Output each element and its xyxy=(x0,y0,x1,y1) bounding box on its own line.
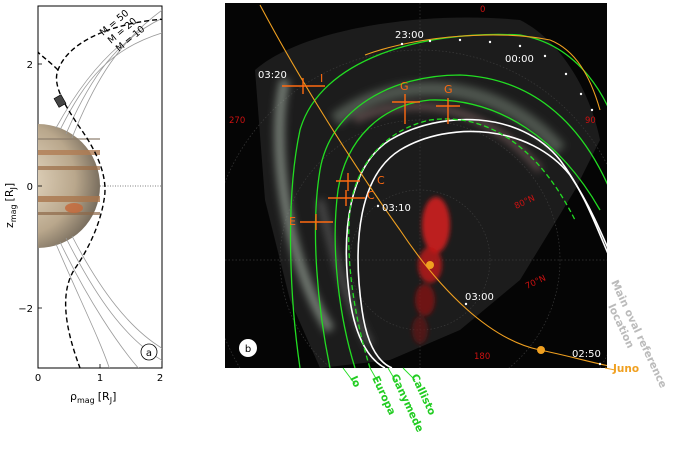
legend-io: Io xyxy=(347,374,363,389)
time-0300: 03:00 xyxy=(465,292,494,303)
europa-line xyxy=(314,74,607,368)
y-tick-0: 0 xyxy=(27,182,33,193)
y-tick-2: 2 xyxy=(27,60,33,71)
time-0310: 03:10 xyxy=(382,203,411,214)
time-0000: 00:00 xyxy=(505,54,534,65)
field-lines xyxy=(55,9,162,368)
x-tick-0: 0 xyxy=(35,373,41,384)
marker-label-g1: G xyxy=(400,80,409,93)
panel-a: M = 50 M = 20 M = 10 2 0 −2 0 1 2 zmag[R… xyxy=(3,5,163,405)
time-0320: 03:20 xyxy=(258,70,287,81)
marker-callisto-1 xyxy=(336,173,360,191)
lon-label-180: 180 xyxy=(474,352,490,362)
legend-leaders xyxy=(342,367,616,385)
time-0250: 02:50 xyxy=(572,349,601,360)
y-axis-label: zmag[RJ] xyxy=(3,183,18,228)
marker-label-i: I xyxy=(320,72,323,85)
panel-a-badge-circle xyxy=(140,343,158,361)
juno-position-dot-1 xyxy=(426,261,434,269)
footprint-markers xyxy=(282,78,460,230)
ganymede-line xyxy=(334,99,601,368)
x-axis-label: ρmag [RJ] xyxy=(70,390,116,405)
marker-label-c2: C xyxy=(367,189,375,202)
x-tick-1: 1 xyxy=(97,373,103,384)
marker-label-e: E xyxy=(289,215,296,228)
jupiter-image xyxy=(38,124,100,248)
marker-ganymede-2 xyxy=(436,98,460,124)
panel-a-badge: a xyxy=(146,348,152,359)
x-tick-2: 2 xyxy=(157,373,163,384)
panel-b: 0 270 90 180 80°N 70°N 23:00 00:00 03:20… xyxy=(225,3,607,368)
juno-track xyxy=(259,4,607,367)
panel-b-badge-circle xyxy=(239,339,257,357)
footprint-box xyxy=(53,94,67,108)
marker-ganymede-1 xyxy=(392,94,420,124)
moon-footprint-lines xyxy=(289,33,607,368)
marker-europa xyxy=(300,214,333,230)
y-tick-neg2: −2 xyxy=(18,304,33,315)
marker-callisto-2 xyxy=(328,190,365,206)
panel-b-badge: b xyxy=(245,344,251,355)
lon-label-0: 0 xyxy=(480,5,485,15)
callisto-line xyxy=(348,118,576,368)
dashed-boundary xyxy=(55,18,162,368)
main-oval-reference xyxy=(345,118,607,368)
marker-io xyxy=(282,78,325,94)
lon-label-90: 90 xyxy=(585,116,596,126)
io-line xyxy=(289,33,607,368)
juno-position-dot-2 xyxy=(537,346,545,354)
marker-label-g2: G xyxy=(444,83,453,96)
lon-label-270: 270 xyxy=(229,116,245,126)
legend-juno: Juno xyxy=(612,363,639,375)
red-aurora xyxy=(412,197,450,344)
time-2300: 23:00 xyxy=(395,30,424,41)
marker-label-c1: C xyxy=(377,174,385,187)
